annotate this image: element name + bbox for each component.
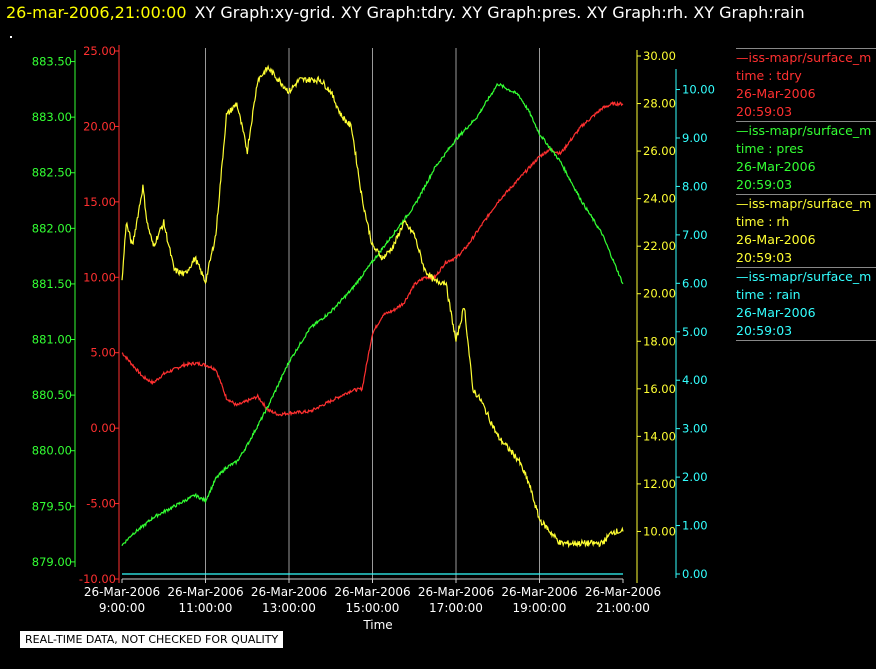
rain-tick-label: 3.00	[682, 422, 708, 436]
pres-tick-label: 883.50	[32, 55, 72, 69]
x-tick-label-time: 13:00:00	[262, 601, 316, 615]
pres-tick-label: 881.00	[32, 333, 72, 347]
x-tick-label-date: 26-Mar-2006	[418, 585, 494, 599]
legend-source: —iss-mapr/surface_m	[736, 269, 872, 284]
tdry-tick-label: 0.00	[90, 421, 116, 435]
rh-tick-label: 16.00	[643, 382, 676, 396]
rain-tick-label: 4.00	[682, 373, 708, 387]
rh-series-line	[121, 64, 624, 549]
timestamp-title: 26-mar-2006,21:00:00	[6, 3, 187, 22]
rain-tick-label: 10.00	[682, 83, 715, 97]
x-tick-label-date: 26-Mar-2006	[84, 585, 160, 599]
legend-var: time : rh	[736, 214, 790, 229]
legend-date: 26-Mar-2006	[736, 305, 816, 320]
rh-tick-label: 30.00	[643, 49, 676, 63]
rh-tick-label: 24.00	[643, 192, 676, 206]
x-axis-label: Time	[362, 618, 392, 632]
tdry-tick-label: 5.00	[90, 346, 116, 360]
pres-tick-label: 881.50	[32, 277, 72, 291]
graph-list-title: XY Graph:xy-grid. XY Graph:tdry. XY Grap…	[194, 3, 805, 22]
x-tick-label-time: 19:00:00	[513, 601, 567, 615]
legend-time: 20:59:03	[736, 104, 793, 119]
window-title: 26-mar-2006,21:00:00 XY Graph:xy-grid. XY…	[6, 3, 805, 25]
rh-tick-label: 10.00	[643, 524, 676, 538]
legend-date: 26-Mar-2006	[736, 232, 816, 247]
rain-tick-label: 1.00	[682, 519, 708, 533]
tdry-tick-label: 15.00	[83, 195, 116, 209]
legend-var: time : rain	[736, 287, 801, 302]
pres-tick-label: 880.50	[32, 388, 72, 402]
x-tick-label-time: 17:00:00	[429, 601, 483, 615]
quality-note: REAL-TIME DATA, NOT CHECKED FOR QUALITY	[20, 631, 284, 648]
rh-tick-label: 18.00	[643, 334, 676, 348]
tdry-series-line	[121, 100, 624, 417]
tdry-tick-label: -5.00	[86, 497, 116, 511]
legend-var: time : pres	[736, 141, 804, 156]
rain-tick-label: 8.00	[682, 179, 708, 193]
tdry-tick-label: 10.00	[83, 270, 116, 284]
legend-source: —iss-mapr/surface_m	[736, 196, 872, 211]
tdry-tick-label: -10.00	[79, 572, 116, 586]
legend-date: 26-Mar-2006	[736, 159, 816, 174]
rain-tick-label: 7.00	[682, 228, 708, 242]
pres-tick-label: 879.00	[32, 555, 72, 569]
pres-tick-label: 882.50	[32, 166, 72, 180]
x-tick-label-date: 26-Mar-2006	[167, 585, 243, 599]
x-tick-label-date: 26-Mar-2006	[251, 585, 327, 599]
x-tick-label-time: 21:00:00	[596, 601, 650, 615]
rh-tick-label: 26.00	[643, 144, 676, 158]
legend-source: —iss-mapr/surface_m	[736, 50, 872, 65]
rain-tick-label: 0.00	[682, 567, 708, 581]
x-tick-label-date: 26-Mar-2006	[585, 585, 661, 599]
pres-tick-label: 882.00	[32, 221, 72, 235]
rh-tick-label: 14.00	[643, 429, 676, 443]
legend-var: time : tdry	[736, 68, 802, 83]
rh-tick-label: 20.00	[643, 287, 676, 301]
legend-date: 26-Mar-2006	[736, 86, 816, 101]
tdry-tick-label: 25.00	[83, 44, 116, 58]
pres-tick-label: 883.00	[32, 110, 72, 124]
x-tick-label-time: 9:00:00	[99, 601, 145, 615]
pres-tick-label: 879.50	[32, 499, 72, 513]
pres-tick-label: 880.00	[32, 444, 72, 458]
x-tick-label-date: 26-Mar-2006	[501, 585, 577, 599]
cursor-dot	[10, 36, 12, 38]
rain-tick-label: 9.00	[682, 131, 708, 145]
x-tick-label-time: 11:00:00	[179, 601, 233, 615]
x-tick-label-date: 26-Mar-2006	[334, 585, 410, 599]
tdry-tick-label: 20.00	[83, 119, 116, 133]
rh-tick-label: 12.00	[643, 477, 676, 491]
legend-time: 20:59:03	[736, 177, 793, 192]
rain-tick-label: 6.00	[682, 276, 708, 290]
legend: —iss-mapr/surface_m time : tdry 26-Mar-200…	[736, 48, 876, 341]
legend-source: —iss-mapr/surface_m	[736, 123, 872, 138]
legend-time: 20:59:03	[736, 323, 793, 338]
rh-tick-label: 22.00	[643, 239, 676, 253]
x-tick-label-time: 15:00:00	[346, 601, 400, 615]
legend-time: 20:59:03	[736, 250, 793, 265]
pres-series-line	[121, 82, 624, 547]
rain-tick-label: 5.00	[682, 325, 708, 339]
rh-tick-label: 28.00	[643, 97, 676, 111]
rain-tick-label: 2.00	[682, 470, 708, 484]
legend-divider	[736, 340, 876, 341]
